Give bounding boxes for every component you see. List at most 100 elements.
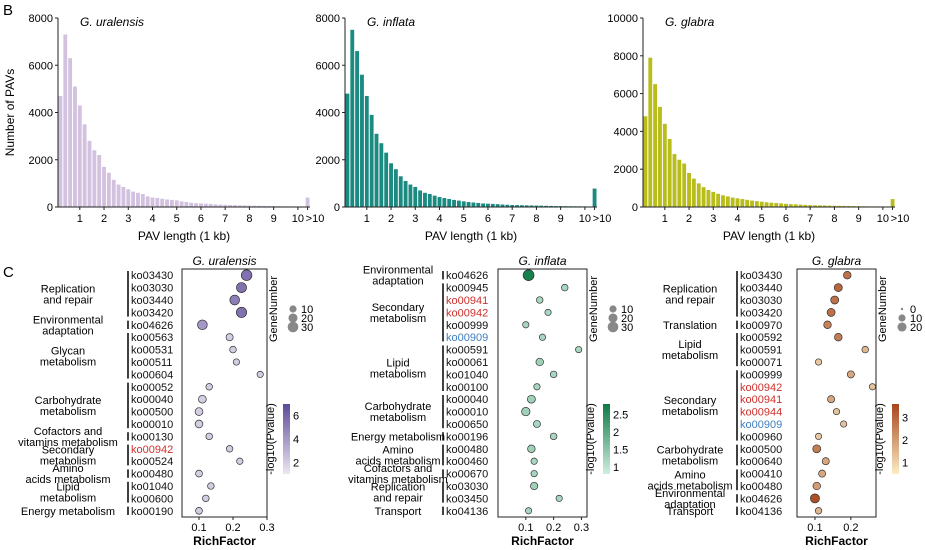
y-tick-label: 4000	[614, 126, 638, 138]
x-tick-label: >10	[891, 213, 910, 225]
bar	[452, 199, 456, 207]
data-point	[525, 507, 533, 515]
data-point	[195, 469, 203, 478]
x-axis-label: RichFactor	[805, 534, 868, 548]
group-label: Replication and repair	[371, 482, 425, 505]
x-tick-label: 1	[77, 213, 83, 225]
color-legend-bar	[603, 404, 610, 474]
data-point	[522, 269, 535, 281]
bar	[232, 205, 237, 207]
x-tick-label: 7	[807, 213, 813, 225]
x-tick-label: 0.1	[518, 522, 533, 534]
color-legend-title: -log10(Pvalue)	[265, 403, 277, 475]
pathway-id: ko04626	[740, 493, 782, 505]
group-label-line: Lipid	[678, 339, 701, 351]
bar	[842, 205, 847, 207]
bar	[432, 195, 437, 207]
y-tick-label: 2000	[614, 164, 638, 176]
pathway-id: ko00563	[131, 332, 173, 344]
pathway-id: ko03030	[446, 481, 488, 493]
x-tick-label: 10	[877, 213, 889, 225]
group-label-line: metabolism	[370, 412, 426, 424]
bar	[140, 194, 145, 207]
x-tick-label: 6	[783, 213, 789, 225]
color-legend-tick: 2	[613, 427, 619, 439]
x-tick-label: 4	[734, 213, 740, 225]
pathway-id: ko00480	[740, 481, 782, 493]
size-legend-title: GeneNumber	[588, 276, 600, 342]
group-label-line: Translation	[663, 320, 717, 332]
group-label-line: metabolism	[662, 456, 718, 468]
data-point	[522, 321, 530, 329]
bar	[203, 203, 208, 207]
data-point	[536, 296, 544, 304]
pathway-id: ko00592	[740, 332, 782, 344]
group-label-line: and repair	[665, 294, 715, 306]
x-tick-label: 5	[461, 213, 467, 225]
color-legend-tick: 1.5	[613, 445, 628, 457]
pathway-id: ko00040	[446, 394, 488, 406]
data-point	[815, 358, 823, 366]
group-label-line: metabolism	[40, 493, 96, 505]
bar	[495, 204, 500, 207]
bar	[515, 205, 519, 207]
bar	[745, 199, 750, 207]
chart-title: G. uralensis	[192, 254, 256, 268]
bar	[754, 201, 759, 207]
bar	[228, 204, 232, 207]
bar	[369, 114, 374, 207]
x-tick-label: 3	[125, 213, 131, 225]
data-point	[256, 370, 264, 378]
group-label-line: metabolism	[40, 406, 96, 418]
group-label-line: Lipid	[386, 358, 409, 370]
pathway-id: ko00909	[446, 332, 488, 344]
x-tick-label: 4	[436, 213, 442, 225]
group-label-line: Secondary	[372, 302, 425, 314]
size-legend-circle	[607, 321, 619, 333]
y-tick-label: 8000	[316, 13, 340, 25]
color-legend-tick: 4	[293, 434, 299, 446]
group-label: Secondary metabolism	[662, 395, 718, 418]
pathway-id: ko03030	[131, 283, 173, 295]
group-label-line: Glycan	[51, 345, 85, 357]
size-legend-circle	[289, 305, 297, 313]
bar	[696, 183, 701, 208]
pathway-id: ko00511	[131, 357, 172, 369]
pathway-id: ko00640	[740, 456, 782, 468]
bar	[106, 172, 111, 207]
group-label-line: vitamins metabolism	[18, 437, 118, 449]
size-legend-label: 0	[910, 304, 916, 316]
x-axis-label: PAV length (1 kb)	[723, 229, 815, 243]
pathway-id: ko00500	[131, 407, 173, 419]
bar	[379, 143, 384, 207]
bar	[711, 191, 716, 207]
data-point	[533, 383, 541, 391]
group-label: Environmental adaptation	[33, 314, 103, 337]
group-label-line: Amino	[382, 445, 413, 457]
group-label-line: metabolism	[370, 369, 426, 381]
pathway-id: ko04626	[446, 270, 488, 282]
bar	[408, 184, 413, 207]
bar	[691, 178, 696, 207]
bar	[500, 204, 505, 207]
pathway-id: ko03420	[131, 307, 173, 319]
pathway-id: ko00010	[446, 407, 488, 419]
pathway-id: ko00670	[446, 469, 488, 481]
x-tick-label: 0.2	[225, 522, 240, 534]
x-tick-label: 5	[759, 213, 765, 225]
data-point	[834, 333, 843, 342]
pathway-id: ko00524	[131, 456, 173, 468]
group-label-line: Environmental	[33, 314, 103, 326]
group-label-line: adaptation	[664, 499, 715, 511]
bar	[456, 200, 461, 207]
group-label-line: adaptation	[42, 325, 93, 337]
bar	[662, 123, 667, 207]
pathway-id: ko00480	[131, 469, 173, 481]
group-label-line: Replication	[371, 482, 425, 494]
bar	[706, 189, 711, 207]
pathway-id: ko03450	[446, 493, 488, 505]
color-legend-bar	[892, 404, 899, 474]
bar	[730, 197, 735, 207]
bar	[544, 205, 549, 207]
bar	[305, 197, 310, 207]
